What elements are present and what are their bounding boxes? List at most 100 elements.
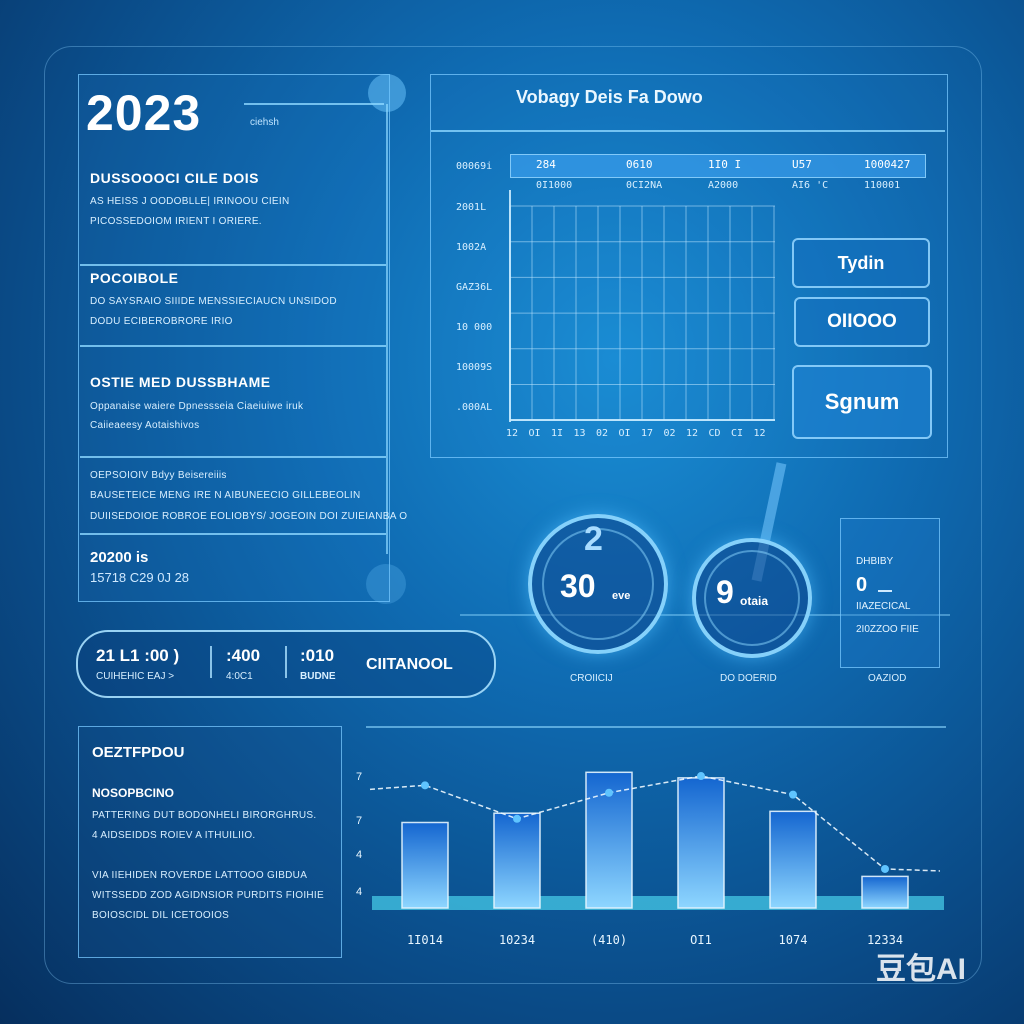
gauge-value: 9 [716,574,734,610]
x-tick-label: 1074 [779,933,808,947]
grid-column-head: 1I0 I [708,158,742,171]
divider [431,130,945,132]
grid-x-tick: OI [618,428,631,439]
x-tick-label: OI1 [690,933,712,947]
trend-point [421,781,429,790]
pill-value: :010 [300,646,335,665]
grid-column-head: 1000427 [864,158,911,171]
divider [80,264,386,266]
grid-column-head: U57 [792,158,812,171]
gauge-caption: DO DOERID [720,673,777,684]
trend-point [697,772,705,781]
bar [493,812,541,909]
grid-chart [509,190,775,422]
grid-y-label: 2001L [456,202,487,213]
grid-x-tick: OI [528,428,541,439]
y-tick-label: 4 [356,849,362,861]
grid-column-sub: 0CI2NA [626,180,663,191]
pill-value: :400 [226,646,261,665]
info-panel [78,74,390,602]
grid-x-tick: 13 [573,428,586,439]
grid-column-sub: AI6 'C [792,180,829,191]
grid-x-tick: CI [731,428,744,439]
notes-line: BOIOSCIDL DIL ICETOOIOS [92,910,230,921]
x-tick-label: 12334 [867,933,903,947]
action-button-2[interactable]: OIIOOO [794,297,930,347]
bar [677,777,725,909]
grid-column-head: 284 [536,158,556,171]
x-tick-label: 1I014 [407,933,443,947]
grid-column-head: 0610 [626,158,653,171]
bar [861,875,909,909]
year-subtitle: ciehsh [250,117,279,128]
y-tick-label: 7 [356,771,362,783]
action-button-1[interactable]: Tydin [792,238,930,288]
dash-icon [878,590,892,592]
gauge-dial-2 [692,538,812,658]
grid-y-label: GAZ36L [456,282,493,293]
pill-sub: CUIHEHIC EAJ > [96,671,175,682]
y-tick-label: 4 [356,886,362,898]
panel-handle-icon[interactable] [366,564,406,604]
section-line: PICOSSEDOIOM IRIENT I ORIERE. [90,216,262,227]
section-line: DO SAYSRAIO SIIIDE MENSSIECIAUCN UNSIDOD [90,296,337,307]
status-line: 2I0ZZOO FIIE [856,624,919,635]
x-tick-label: (410) [591,933,627,947]
grid-y-label: 10009S [456,362,493,373]
notes-line: VIA IIEHIDEN ROVERDE LATTOOO GIBDUA [92,870,308,881]
grid-x-tick: 02 [596,428,609,439]
notes-line: 4 AIDSEIDDS ROIEV A ITHUILIIO. [92,830,256,841]
gauge-value: 30 [560,568,596,604]
notes-line: PATTERING DUT BODONHELI BIRORGHRUS. [92,810,317,821]
trend-point [881,864,889,873]
footer-sub: 15718 C29 0J 28 [90,570,190,585]
divider [285,646,287,678]
action-button-3[interactable]: Sgnum [792,365,932,439]
grid-y-label: 1002A [456,242,487,253]
pill-value: 21 L1 :00 ) [96,646,180,665]
notes-panel [78,726,342,958]
grid-column-sub: A2000 [708,180,739,191]
pill-sub: 4:0C1 [226,671,253,682]
trend-line [369,775,941,872]
section-line: DUIISEDOIOE ROBROE EOLIOBYS/ JOGEOIN DOI… [90,511,408,522]
section-line: AS HEISS J OODOBLLE| IRINOOU CIEIN [90,196,290,207]
gauge-dial-1 [528,514,668,654]
grid-x-tick: 17 [641,428,654,439]
chart-top-rule [366,726,946,728]
status-card [840,518,940,668]
bar-chart: 4 4 7 7 1I014 10234 (410) OI1 1074 12334 [356,771,944,947]
grid-x-tick: CD [708,428,721,439]
gauge-unit: eve [612,590,631,602]
status-line: DHBIBY [856,556,894,567]
chart-baseline [372,896,944,910]
year-title: 2023 [86,85,202,141]
trend-point [513,814,521,823]
grid-chart-title: Vobagy Deis Fa Dowo [516,87,703,107]
gauge-caption: CROIICIJ [570,673,613,684]
grid-header-row [510,154,926,178]
divider [80,345,386,347]
bar [401,821,449,909]
grid-x-tick: 12 [753,428,766,439]
status-line: IIAZECICAL [856,601,911,612]
grid-x-tick: 12 [686,428,699,439]
section-line: OEPSOIOIV Bdyy Beisereiiis [90,470,227,481]
pill-sub: BUDNE [300,671,336,682]
trend-point [605,788,613,797]
notes-subtitle: NOSOPBCINO [92,786,175,800]
section-line: BAUSETEICE MENG IRE N AIBUNEECIO GILLEBE… [90,490,361,501]
divider [244,103,384,105]
bar [769,810,817,909]
section-line: Caiieaeesy Aotaishivos [90,420,200,431]
dashboard-frame [44,46,982,984]
trend-point [789,790,797,799]
section-line: DODU ECIBEROBRORE IRIO [90,316,233,327]
grid-y-label: 10 000 [456,322,493,333]
section-heading: DUSSOOOCI CILE DOIS [90,170,259,186]
divider [80,456,386,458]
gauge-unit: otaia [740,594,769,608]
panel-rail [386,104,388,554]
notes-title: OEZTFPDOU [92,744,185,761]
grid-y-label: .000AL [456,402,493,413]
